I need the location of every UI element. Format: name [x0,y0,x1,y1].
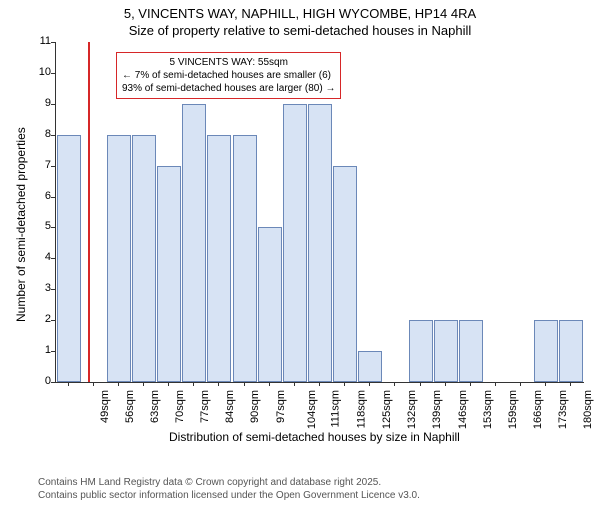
y-tick-label: 2 [27,313,51,325]
x-tick-mark [369,382,370,386]
x-tick-label: 153sqm [482,390,494,429]
property-marker-line [88,42,90,382]
attribution-line2: Contains public sector information licen… [38,489,420,502]
annotation-line-larger: 93% of semi-detached houses are larger (… [122,82,335,95]
x-tick-label: 118sqm [355,390,367,428]
y-tick-label: 6 [27,190,51,202]
y-tick-label: 3 [27,282,51,294]
histogram-bar [308,104,332,382]
x-tick-label: 90sqm [249,390,261,423]
x-tick-mark [545,382,546,386]
y-tick-mark [51,42,55,43]
x-tick-label: 180sqm [582,390,594,429]
annotation-title: 5 VINCENTS WAY: 55sqm [122,56,335,69]
x-tick-mark [218,382,219,386]
x-tick-mark [193,382,194,386]
y-tick-mark [51,197,55,198]
y-tick-mark [51,135,55,136]
x-tick-label: 146sqm [457,390,469,429]
x-tick-mark [495,382,496,386]
y-tick-label: 11 [27,35,51,47]
y-tick-mark [51,320,55,321]
histogram-bar [182,104,206,382]
x-tick-mark [420,382,421,386]
histogram-bar [283,104,307,382]
x-tick-mark [168,382,169,386]
histogram-bar [409,320,433,382]
x-tick-label: 125sqm [381,390,393,429]
x-tick-mark [68,382,69,386]
histogram-bar [207,135,231,382]
page-title-line1: 5, VINCENTS WAY, NAPHILL, HIGH WYCOMBE, … [0,6,600,21]
y-tick-mark [51,73,55,74]
y-tick-label: 7 [27,159,51,171]
x-tick-label: 166sqm [532,390,544,429]
x-tick-mark [118,382,119,386]
plot-area: 5 VINCENTS WAY: 55sqm← 7% of semi-detach… [55,42,584,383]
x-tick-label: 111sqm [329,390,341,428]
y-tick-label: 10 [27,66,51,78]
x-tick-mark [244,382,245,386]
x-tick-mark [319,382,320,386]
x-tick-label: 173sqm [557,390,569,429]
x-tick-mark [93,382,94,386]
y-tick-label: 4 [27,251,51,263]
x-tick-label: 77sqm [199,390,211,423]
x-tick-mark [294,382,295,386]
x-axis-label: Distribution of semi-detached houses by … [169,430,460,444]
y-tick-label: 1 [27,344,51,356]
annotation-box: 5 VINCENTS WAY: 55sqm← 7% of semi-detach… [116,52,341,99]
x-tick-mark [520,382,521,386]
histogram-bar [57,135,81,382]
x-tick-mark [143,382,144,386]
x-tick-label: 97sqm [275,390,287,423]
histogram-bar [534,320,558,382]
histogram-bar [333,166,357,382]
attribution-block: Contains HM Land Registry data © Crown c… [38,476,420,502]
annotation-line-smaller: ← 7% of semi-detached houses are smaller… [122,69,335,82]
x-tick-label: 159sqm [507,390,519,429]
x-tick-label: 49sqm [99,390,111,423]
x-tick-label: 132sqm [406,390,418,429]
x-tick-label: 104sqm [306,390,318,429]
x-tick-mark [344,382,345,386]
y-tick-mark [51,382,55,383]
histogram-bar [559,320,583,382]
histogram-bar [459,320,483,382]
histogram-chart: 5 VINCENTS WAY: 55sqm← 7% of semi-detach… [0,42,595,442]
x-tick-mark [470,382,471,386]
y-tick-mark [51,166,55,167]
x-tick-label: 63sqm [149,390,161,423]
x-tick-label: 70sqm [174,390,186,423]
histogram-bar [107,135,131,382]
histogram-bar [132,135,156,382]
histogram-bar [157,166,181,382]
page-title-line2: Size of property relative to semi-detach… [0,23,600,38]
x-tick-mark [269,382,270,386]
y-tick-label: 5 [27,220,51,232]
y-tick-label: 8 [27,128,51,140]
x-tick-mark [394,382,395,386]
y-tick-label: 0 [27,375,51,387]
y-axis-label: Number of semi-detached properties [14,127,28,322]
y-tick-label: 9 [27,97,51,109]
x-tick-mark [445,382,446,386]
x-tick-label: 84sqm [224,390,236,423]
y-tick-mark [51,258,55,259]
x-tick-label: 139sqm [432,390,444,429]
histogram-bar [258,227,282,382]
y-tick-mark [51,289,55,290]
histogram-bar [233,135,257,382]
x-tick-label: 56sqm [124,390,136,423]
y-tick-mark [51,227,55,228]
histogram-bar [358,351,382,382]
x-tick-mark [570,382,571,386]
attribution-line1: Contains HM Land Registry data © Crown c… [38,476,420,489]
y-tick-mark [51,104,55,105]
histogram-bar [434,320,458,382]
y-tick-mark [51,351,55,352]
